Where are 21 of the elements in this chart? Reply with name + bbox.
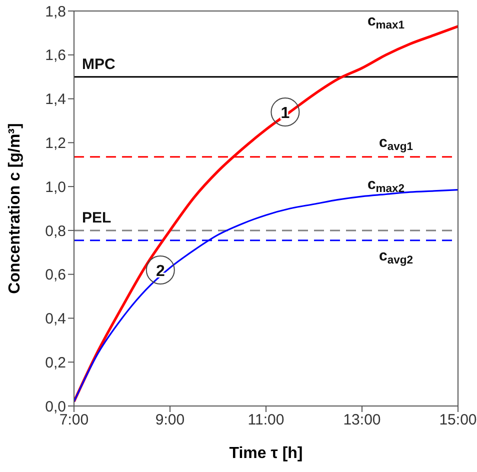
y-tick-label: 0,2	[45, 354, 66, 372]
x-tick-label: 13:00	[343, 412, 381, 429]
series-label: c$_{max1}$	[367, 12, 405, 32]
y-tick-label: 0,6	[45, 266, 66, 284]
ref-line-label: PEL	[82, 209, 112, 226]
y-tick-label: 1,4	[45, 91, 66, 108]
ref-line-label: c$_{avg1}$	[379, 134, 413, 154]
y-tick-label: 0,8	[45, 222, 66, 240]
y-tick-label: 1,0	[45, 178, 66, 196]
y-axis-title: Concentration c [g/m³]	[6, 123, 24, 294]
y-tick-label: 1,8	[45, 3, 66, 20]
series-label: c$_{max2}$	[367, 176, 405, 196]
x-tick-label: 15:00	[439, 412, 477, 429]
x-tick-label: 11:00	[248, 412, 284, 429]
x-axis-title: Time τ [h]	[229, 445, 303, 462]
ref-line-label: c$_{avg2}$	[379, 247, 413, 267]
y-tick-label: 1,2	[45, 134, 66, 152]
y-tick-label: 1,6	[45, 47, 66, 64]
ref-line-label: MPC	[82, 56, 116, 73]
x-tick-label: 9:00	[155, 412, 185, 429]
y-tick-label: 0,4	[45, 310, 66, 328]
